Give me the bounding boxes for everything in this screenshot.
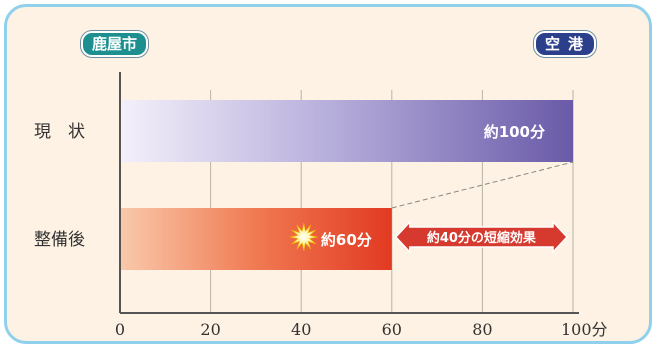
chart-frame: 鹿屋市 空港 [4, 4, 652, 344]
x-tick-label: 100分 [561, 320, 608, 339]
starburst-icon [289, 222, 318, 252]
bar-value-label: 約60分 [321, 231, 372, 249]
x-tick-label: 0 [115, 320, 125, 339]
reduction-connector-line [391, 161, 574, 209]
x-tick-label: 80 [472, 320, 492, 339]
origin-badge: 鹿屋市 [81, 31, 149, 57]
bar-after [120, 208, 392, 270]
destination-badge: 空港 [534, 31, 597, 57]
x-tick-label: 40 [291, 320, 311, 339]
reduction-arrow [394, 220, 569, 254]
category-label: 現 状 [34, 122, 85, 142]
bar-current [120, 100, 573, 162]
category-label: 整備後 [34, 230, 85, 250]
x-tick-label: 60 [382, 320, 402, 339]
reduction-label: 約40分の短縮効果 [427, 230, 536, 246]
bar-value-label: 約100分 [484, 123, 545, 141]
x-tick-label: 20 [200, 320, 220, 339]
